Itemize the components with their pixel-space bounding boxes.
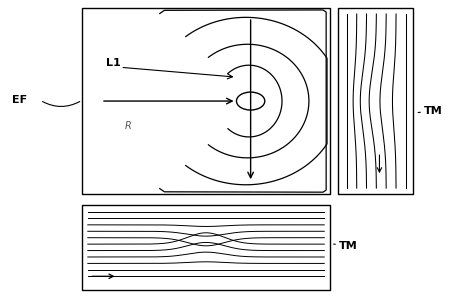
Bar — [82, 205, 330, 290]
Bar — [338, 8, 413, 194]
Text: EF: EF — [12, 95, 27, 105]
Bar — [82, 8, 330, 194]
Text: L1: L1 — [106, 58, 121, 68]
Text: TM: TM — [424, 106, 443, 116]
Text: TM: TM — [339, 241, 358, 251]
Text: R: R — [125, 120, 132, 131]
